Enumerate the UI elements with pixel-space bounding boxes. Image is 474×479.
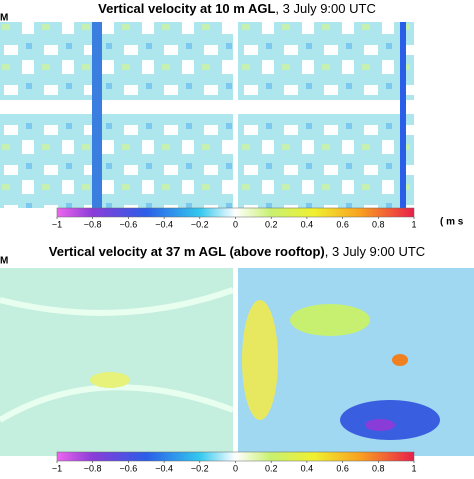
- colorbar-tick-label: −0.2: [191, 463, 209, 473]
- colorbar-tick-label: 0.2: [265, 219, 278, 229]
- map-texture: [90, 372, 130, 388]
- maps: [0, 22, 474, 456]
- side-label: M: [0, 13, 8, 24]
- map-texture: [290, 304, 370, 336]
- colorbar-tick-label: 0.8: [372, 463, 385, 473]
- title-rest: , 3 July 9:00 UTC: [325, 244, 425, 259]
- colorbar-tick-label: 0.2: [265, 463, 278, 473]
- street: [238, 100, 414, 114]
- map-panel: [238, 22, 414, 208]
- street: [0, 100, 233, 114]
- colorbar-tick-label: −0.4: [155, 219, 173, 229]
- colorbar-tick-label: 1: [411, 219, 416, 229]
- colorbar-tick-label: −0.2: [191, 219, 209, 229]
- colorbar-tick-label: 0.8: [372, 219, 385, 229]
- map-texture: [340, 400, 440, 440]
- colorbar-tick-label: −0.6: [120, 463, 138, 473]
- colorbar-tick-label: −0.4: [155, 463, 173, 473]
- street: [400, 22, 406, 208]
- colorbar-tick-label: 0.4: [301, 219, 314, 229]
- colorbar-unit: ( m s: [440, 217, 464, 228]
- colorbar: [56, 451, 415, 462]
- map-panel: [0, 268, 233, 456]
- title-bold: Vertical velocity at 10 m AGL: [98, 1, 275, 16]
- colorbar-tick-label: −0.8: [84, 219, 102, 229]
- side-label: M: [0, 256, 8, 267]
- colorbar-tick-label: 0.4: [301, 463, 314, 473]
- colorbar-tick-label: −1: [52, 219, 62, 229]
- colorbar-tick-label: −1: [52, 463, 62, 473]
- colorbar-tick-label: 0.6: [336, 463, 349, 473]
- map-panel: [0, 22, 233, 208]
- street: [92, 22, 102, 208]
- colorbar-tick-label: 0: [233, 463, 238, 473]
- colorbar: [56, 207, 415, 218]
- title-bold: Vertical velocity at 37 m AGL (above roo…: [49, 244, 325, 259]
- colorbar-tick-label: 0.6: [336, 219, 349, 229]
- title-rest: , 3 July 9:00 UTC: [275, 1, 375, 16]
- colorbar-tick-label: −0.8: [84, 463, 102, 473]
- panel-title: Vertical velocity at 10 m AGL, 3 July 9:…: [98, 1, 376, 16]
- map-texture: [392, 354, 408, 366]
- colorbar-tick-label: 1: [411, 463, 416, 473]
- colorbar-tick-label: −0.6: [120, 219, 138, 229]
- colorbar-tick-label: 0: [233, 219, 238, 229]
- map-texture: [242, 300, 278, 420]
- panel-title: Vertical velocity at 37 m AGL (above roo…: [49, 244, 425, 259]
- map-texture: [365, 419, 395, 431]
